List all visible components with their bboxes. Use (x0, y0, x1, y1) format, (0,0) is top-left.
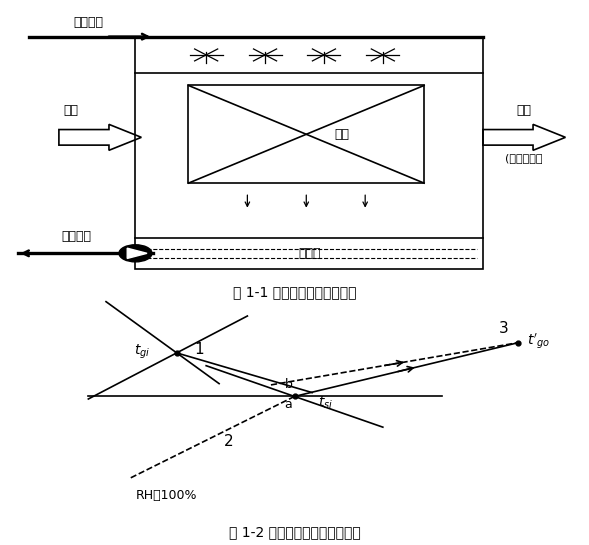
Text: (排至大气）: (排至大气） (505, 153, 543, 164)
Text: $t_{si}$: $t_{si}$ (318, 395, 333, 411)
Text: $t'_{go}$: $t'_{go}$ (527, 331, 551, 351)
Text: $t_{gi}$: $t_{gi}$ (134, 342, 150, 361)
Text: 冷水出水: 冷水出水 (62, 229, 91, 243)
Circle shape (119, 245, 152, 262)
Bar (135, 37, 483, 269)
Bar (188, 86, 424, 183)
Text: 图 1-2 直接蒸发制冷水焓湿过程: 图 1-2 直接蒸发制冷水焓湿过程 (229, 525, 360, 539)
Polygon shape (127, 248, 147, 258)
Text: b: b (284, 378, 293, 391)
Text: 2: 2 (224, 433, 234, 449)
Text: a: a (284, 398, 293, 411)
Text: 图 1-1 直接蒸发制冷水流程图: 图 1-1 直接蒸发制冷水流程图 (233, 285, 356, 299)
Text: 填料: 填料 (334, 128, 349, 141)
Text: 冷水进水: 冷水进水 (74, 16, 103, 29)
Text: RH＝100%: RH＝100% (135, 489, 197, 501)
Text: 排风: 排风 (517, 104, 532, 117)
Text: 1: 1 (194, 342, 204, 356)
Text: 3: 3 (499, 321, 508, 336)
Text: 进风: 进风 (63, 104, 78, 117)
Text: 集水箱: 集水箱 (298, 247, 320, 260)
